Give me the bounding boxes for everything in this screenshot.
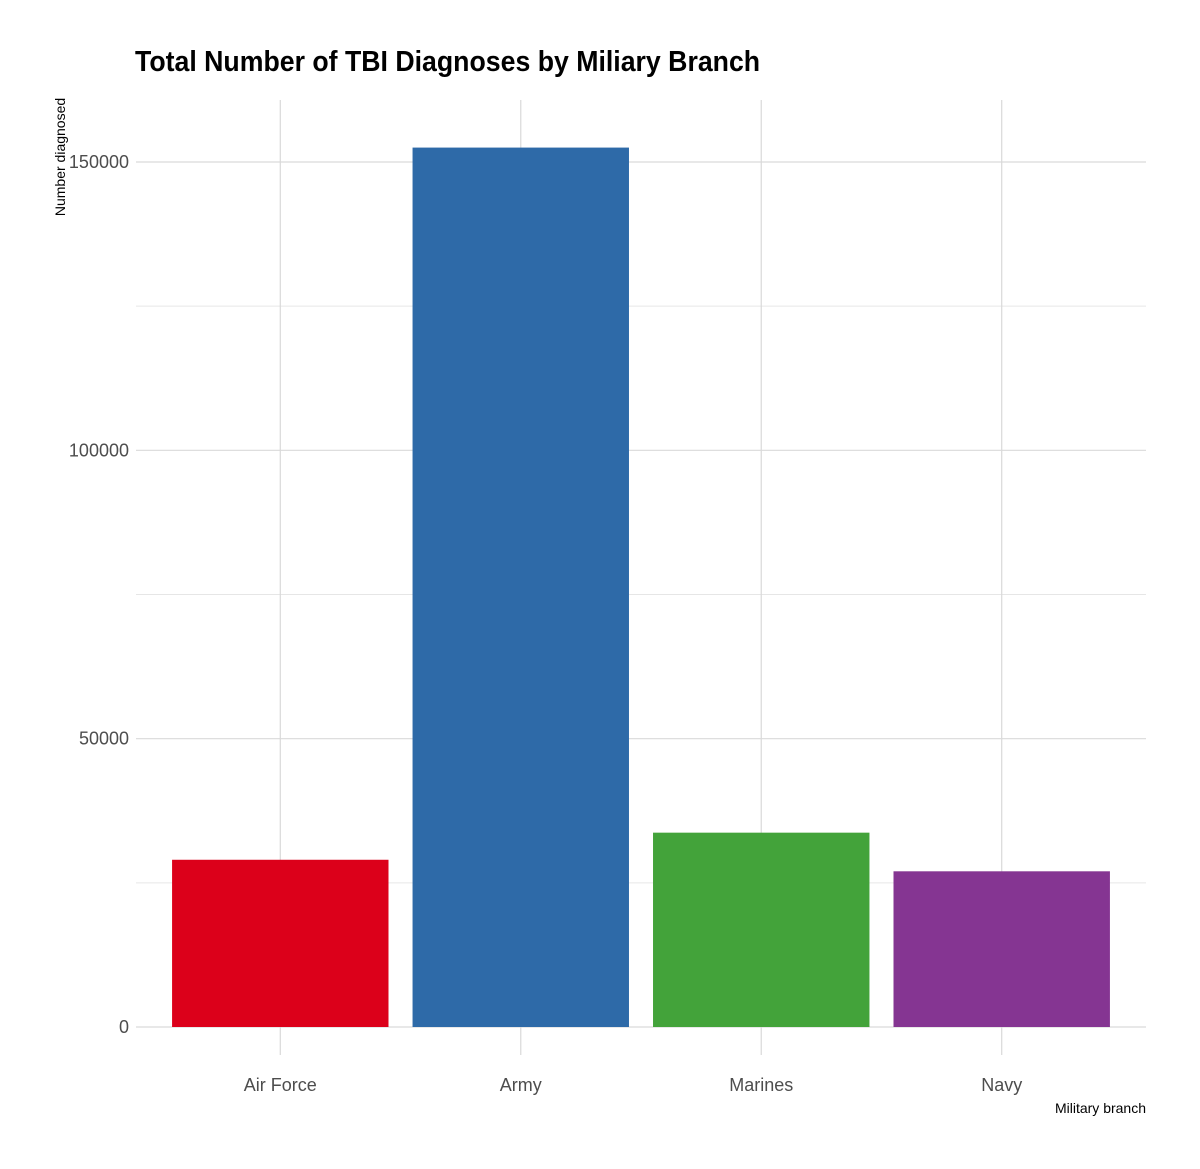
bar-marines [653,832,870,1027]
y-tick-label: 100000 [69,440,129,460]
bar-navy [893,871,1110,1027]
x-tick-label: Marines [729,1075,793,1095]
y-axis-ticks: 0 50000 100000 150000 [69,152,129,1037]
bar-army [412,147,629,1028]
y-tick-label: 50000 [79,729,129,749]
y-axis-title: Number diagnosed [52,98,68,216]
x-tick-label: Army [500,1075,542,1095]
y-tick-label: 150000 [69,152,129,172]
bars [172,147,1110,1028]
bar-air-force [172,859,389,1027]
x-tick-label: Air Force [244,1075,317,1095]
x-axis-title: Military branch [1055,1100,1146,1116]
chart-title: Total Number of TBI Diagnoses by Miliary… [135,46,761,78]
y-tick-label: 0 [119,1017,129,1037]
x-tick-label: Navy [981,1075,1022,1095]
x-axis-ticks: Air Force Army Marines Navy [244,1075,1022,1095]
